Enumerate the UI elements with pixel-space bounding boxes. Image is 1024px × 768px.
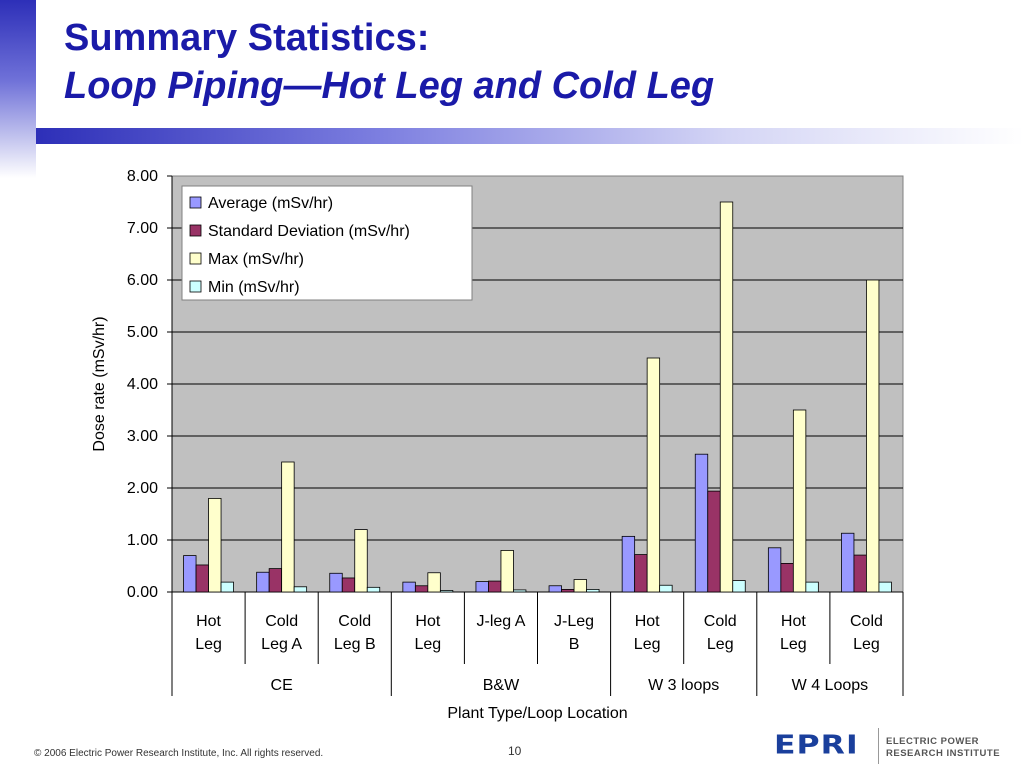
bar — [488, 580, 502, 593]
bar — [513, 589, 527, 593]
category-label: Leg A — [261, 636, 302, 653]
epri-logo-icon: EPRI — [774, 729, 859, 759]
category-label: Leg B — [334, 636, 376, 653]
bar — [183, 555, 197, 593]
legend-swatch — [189, 280, 202, 293]
y-tick-label: 5.00 — [127, 324, 158, 341]
category-label: Leg — [414, 636, 441, 653]
category-label: Hot — [196, 613, 221, 630]
bar — [853, 554, 867, 593]
legend-swatch — [189, 196, 202, 209]
logo-text: ELECTRIC POWER RESEARCH INSTITUTE — [886, 736, 1000, 760]
category-label: B — [569, 636, 580, 653]
bar — [354, 529, 368, 593]
category-label: Leg — [853, 636, 880, 653]
bar — [659, 584, 673, 593]
bar — [548, 585, 562, 593]
y-tick-label: 6.00 — [127, 272, 158, 289]
bar — [634, 554, 648, 593]
bar — [573, 579, 587, 593]
y-tick-label: 7.00 — [127, 220, 158, 237]
logo-text-line1: ELECTRIC POWER — [886, 736, 980, 747]
category-label: Hot — [415, 613, 440, 630]
slide-title-line2: Loop Piping—Hot Leg and Cold Leg — [64, 65, 715, 107]
bar — [586, 589, 600, 593]
bar — [500, 550, 514, 593]
bar — [268, 568, 283, 593]
bar — [805, 581, 819, 593]
copyright-footer: © 2006 Electric Power Research Institute… — [34, 748, 324, 759]
bar — [878, 581, 892, 593]
bar — [427, 572, 441, 593]
legend-swatch — [189, 252, 202, 265]
legend-label: Average (mSv/hr) — [208, 195, 333, 212]
bar — [866, 279, 880, 593]
y-tick-label: 1.00 — [127, 532, 158, 549]
bar — [439, 590, 454, 593]
epri-logo-mark: EPRI — [774, 729, 859, 759]
bar — [208, 497, 222, 593]
group-label: CE — [271, 677, 293, 694]
legend-label: Min (mSv/hr) — [208, 279, 300, 296]
title-underline-bar — [36, 128, 1024, 144]
bar — [220, 581, 234, 593]
slide-title-line1: Summary Statistics: — [64, 17, 430, 59]
legend-swatch — [189, 224, 202, 237]
slide-title: Summary Statistics: Loop Piping—Hot Leg … — [64, 14, 714, 110]
legend-label: Max (mSv/hr) — [208, 251, 304, 268]
bar — [732, 580, 746, 593]
bar — [646, 357, 661, 593]
y-tick-label: 8.00 — [127, 168, 158, 185]
bar — [621, 535, 636, 593]
bar — [341, 577, 356, 593]
category-label: Hot — [781, 613, 806, 630]
y-tick-label: 0.00 — [127, 584, 158, 601]
y-axis-label: Dose rate (mSv/hr) — [91, 316, 108, 451]
page-number: 10 — [508, 744, 522, 758]
y-tick-label: 2.00 — [127, 480, 158, 497]
bar — [719, 201, 734, 593]
bar — [694, 453, 709, 593]
bar — [195, 564, 209, 593]
x-axis-label: Plant Type/Loop Location — [447, 705, 627, 722]
bar — [767, 547, 782, 593]
bar — [366, 586, 381, 593]
legend-label: Standard Deviation (mSv/hr) — [208, 223, 410, 240]
bar — [329, 572, 343, 593]
category-label: Cold — [338, 613, 371, 630]
category-label: J-leg A — [476, 613, 525, 630]
logo-divider — [878, 728, 879, 764]
category-label: Leg — [195, 636, 222, 653]
bar — [293, 586, 308, 593]
bar — [841, 532, 855, 593]
category-label: Leg — [634, 636, 661, 653]
bar-chart: 0.00 1.00 2.00 3.00 4.00 5.00 6.00 7.00 8.00 Dose… — [91, 168, 904, 722]
bar — [780, 563, 794, 593]
bar — [402, 581, 416, 593]
bar — [414, 585, 429, 593]
bar — [475, 581, 489, 593]
group-label: B&W — [483, 677, 520, 694]
category-label: Cold — [704, 613, 737, 630]
group-label: W 4 Loops — [792, 677, 868, 694]
bar — [281, 461, 295, 593]
bar — [792, 409, 807, 593]
legend-box — [181, 185, 473, 301]
category-label: Cold — [265, 613, 298, 630]
bar — [561, 589, 575, 593]
category-label: Leg — [707, 636, 734, 653]
bar — [707, 490, 721, 593]
bar — [256, 571, 270, 593]
category-label: Cold — [850, 613, 883, 630]
category-label: J-Leg — [554, 613, 594, 630]
logo-text-line2: RESEARCH INSTITUTE — [886, 748, 1001, 759]
left-decor-stripe — [0, 0, 36, 178]
group-label: W 3 loops — [648, 677, 719, 694]
category-label: Leg — [780, 636, 807, 653]
category-label: Hot — [635, 613, 660, 630]
y-tick-label: 3.00 — [127, 428, 158, 445]
y-tick-label: 4.00 — [127, 376, 158, 393]
